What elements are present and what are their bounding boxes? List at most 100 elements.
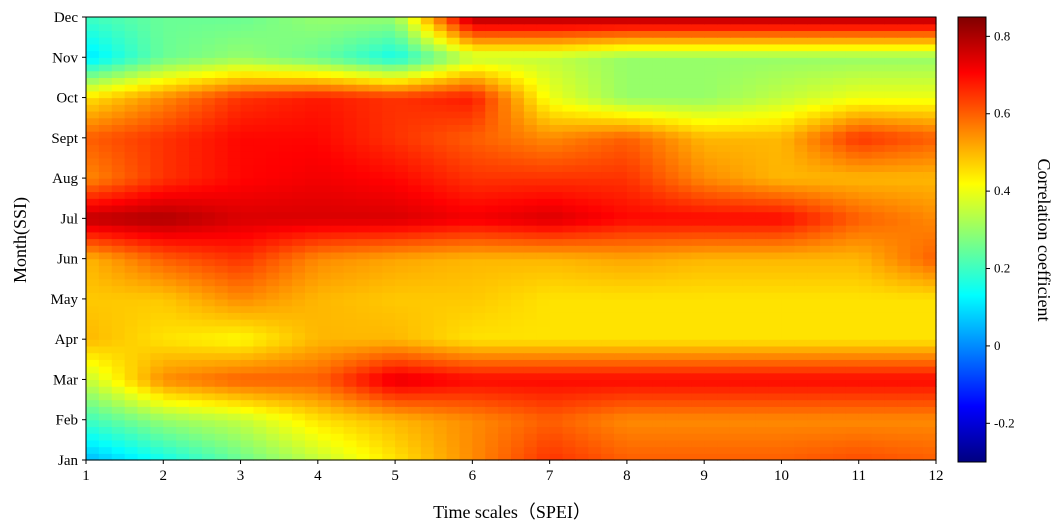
heatmap-cell	[150, 50, 164, 58]
heatmap-cell	[433, 312, 448, 320]
heatmap-cell	[433, 399, 448, 407]
heatmap-cell	[820, 204, 834, 213]
heatmap-cell	[446, 70, 461, 79]
heatmap-cell	[98, 225, 113, 233]
heatmap-cell	[807, 245, 821, 253]
heatmap-cell	[240, 392, 255, 401]
heatmap-cell	[382, 171, 396, 179]
heatmap-cell	[614, 386, 628, 394]
heatmap-cell	[395, 164, 409, 172]
heatmap-cell	[111, 50, 126, 58]
heatmap-cell	[897, 43, 911, 52]
heatmap-cell	[704, 413, 718, 421]
heatmap-cell	[395, 245, 409, 253]
heatmap-cell	[498, 292, 512, 300]
heatmap-cell	[369, 30, 383, 38]
heatmap-cell	[189, 278, 203, 287]
heatmap-cell	[897, 110, 911, 119]
heatmap-cell	[201, 413, 216, 421]
heatmap-cell	[884, 43, 898, 52]
heatmap-cell	[98, 352, 113, 360]
heatmap-cell	[214, 413, 229, 421]
heatmap-cell	[124, 392, 139, 401]
heatmap-cell	[614, 204, 628, 213]
heatmap-cell	[858, 413, 873, 421]
heatmap-cell	[549, 131, 564, 139]
heatmap-cell	[536, 439, 551, 448]
heatmap-cell	[227, 191, 242, 199]
heatmap-cell	[871, 278, 886, 287]
heatmap-cell	[214, 285, 229, 293]
heatmap-cell	[356, 164, 370, 172]
heatmap-cell	[446, 204, 461, 213]
heatmap-cell	[768, 77, 783, 85]
heatmap-cell	[201, 157, 216, 166]
heatmap-cell	[317, 43, 332, 52]
heatmap-cell	[691, 17, 705, 25]
heatmap-cell	[523, 272, 538, 280]
heatmap-cell	[304, 392, 319, 401]
heatmap-cell	[523, 386, 538, 394]
heatmap-cell	[562, 399, 576, 407]
heatmap-cell	[369, 332, 383, 340]
heatmap-cell	[459, 137, 473, 146]
heatmap-cell	[124, 90, 139, 99]
heatmap-cell	[588, 218, 602, 226]
heatmap-cell	[794, 339, 808, 347]
heatmap-cell	[562, 332, 576, 340]
heatmap-cell	[626, 204, 641, 213]
heatmap-cell	[382, 164, 396, 172]
heatmap-cell	[150, 245, 164, 253]
heatmap-cell	[485, 198, 499, 206]
heatmap-cell	[742, 366, 757, 374]
heatmap-cell	[86, 151, 100, 159]
heatmap-cell	[523, 218, 538, 226]
heatmap-cell	[369, 372, 383, 381]
heatmap-cell	[343, 50, 358, 58]
heatmap-cell	[794, 164, 808, 172]
heatmap-cell	[897, 245, 911, 253]
heatmap-cell	[729, 278, 744, 287]
heatmap-cell	[742, 305, 757, 313]
heatmap-cell	[304, 231, 319, 240]
heatmap-cell	[279, 453, 293, 461]
heatmap-cell	[137, 164, 151, 172]
heatmap-cell	[189, 43, 203, 52]
heatmap-cell	[330, 117, 345, 125]
heatmap-cell	[536, 352, 551, 360]
heatmap-cell	[485, 144, 499, 152]
heatmap-cell	[871, 366, 886, 374]
heatmap-cell	[897, 198, 911, 206]
heatmap-cell	[678, 433, 692, 441]
heatmap-cell	[214, 312, 229, 320]
heatmap-cell	[588, 292, 602, 300]
heatmap-cell	[665, 198, 680, 206]
heatmap-cell	[446, 164, 461, 172]
heatmap-cell	[845, 379, 860, 387]
heatmap-cell	[459, 37, 473, 45]
heatmap-cell	[266, 272, 280, 280]
heatmap-cell	[665, 84, 680, 92]
heatmap-cell	[279, 426, 293, 434]
heatmap-cell	[176, 63, 190, 72]
heatmap-cell	[742, 379, 757, 387]
heatmap-cell	[665, 298, 680, 307]
heatmap-cell	[691, 332, 705, 340]
heatmap-cell	[330, 171, 345, 179]
heatmap-cell	[884, 426, 898, 434]
heatmap-cell	[639, 453, 654, 461]
heatmap-cell	[717, 77, 731, 85]
heatmap-cell	[562, 386, 576, 394]
heatmap-cell	[459, 245, 473, 253]
heatmap-cell	[562, 251, 576, 260]
heatmap-cell	[407, 406, 422, 414]
heatmap-cell	[227, 332, 242, 340]
heatmap-cell	[240, 433, 255, 441]
heatmap-cell	[910, 211, 924, 219]
heatmap-cell	[523, 124, 538, 132]
heatmap-cell	[562, 23, 576, 32]
heatmap-cell	[266, 63, 280, 72]
heatmap-cell	[111, 178, 126, 186]
heatmap-cell	[343, 57, 358, 65]
heatmap-cell	[832, 30, 847, 38]
